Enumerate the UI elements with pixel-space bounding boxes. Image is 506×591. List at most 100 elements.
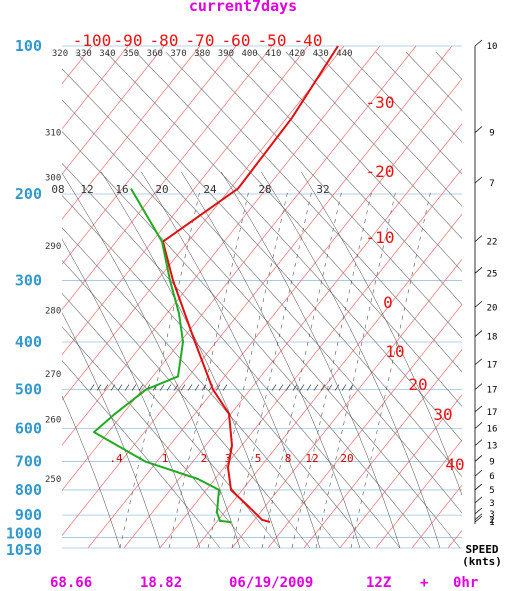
hatch-mark <box>278 384 284 391</box>
temperature-label: 30 <box>433 405 452 424</box>
dry-adiabat-line <box>62 227 341 548</box>
hatch-mark <box>285 384 291 391</box>
temperature-label: -50 <box>258 31 287 50</box>
theta-label: 340 <box>99 49 115 59</box>
hatch-marks <box>89 384 354 391</box>
theta-label: 350 <box>123 49 139 59</box>
dry-adiabat-line <box>345 51 462 175</box>
pressure-label: 300 <box>15 272 42 290</box>
dry-adiabat-line <box>225 51 462 306</box>
wind-speed-value: 17 <box>487 408 498 418</box>
mixing-ratio-line <box>315 189 397 548</box>
wind-speed-value: 3 <box>489 510 494 520</box>
theta-label: 270 <box>45 370 61 380</box>
theta-left-labels: 310 300 290 280 270 260 250 <box>45 129 61 485</box>
dry-adiabat-line <box>62 99 461 548</box>
moist-adiabat-line <box>141 171 321 548</box>
wind-speed-value: 6 <box>489 472 494 482</box>
mixing-ratio-line <box>231 189 313 548</box>
hatch-mark <box>173 384 179 391</box>
wind-barb-icon <box>474 126 483 133</box>
pressure-label: 1050 <box>6 541 42 559</box>
temperature-label: -100 <box>73 31 112 50</box>
hatch-mark <box>159 384 165 391</box>
theta-label: 430 <box>313 49 329 59</box>
isotherm-line <box>339 394 462 548</box>
wet-bulb-label: 12 <box>80 183 93 196</box>
theta-label: 360 <box>147 49 163 59</box>
hatch-mark <box>313 384 319 391</box>
sounding-series <box>93 45 339 524</box>
mixing-ratio-label: 20 <box>340 452 353 465</box>
isotherm-line <box>62 46 237 265</box>
wind-speed-value: 22 <box>487 238 498 248</box>
mixing-ratio-label: 3 <box>225 452 232 465</box>
wind-barb-icon <box>474 515 483 523</box>
isotherm-line <box>267 303 462 548</box>
wind-speed-value: 2 <box>489 516 494 526</box>
hatch-mark <box>334 384 340 391</box>
theta-label: 280 <box>45 306 61 316</box>
temperature-label: 0 <box>383 293 393 312</box>
wind-barb-icon <box>474 330 483 337</box>
wind-speed-value: 18 <box>487 333 498 343</box>
dry-adiabat-line <box>62 162 401 548</box>
wind-speed-label-1: SPEED <box>465 543 498 556</box>
temperature-label: 40 <box>445 455 464 474</box>
hatch-mark <box>131 384 137 391</box>
theta-label: 290 <box>45 242 61 252</box>
dry-adiabat-line <box>315 51 462 207</box>
footer-time: 12Z <box>366 575 391 591</box>
hatch-mark <box>138 384 144 391</box>
temperature-label: -90 <box>114 31 143 50</box>
chart-title: current7days <box>189 0 297 15</box>
temperature-label: -10 <box>366 228 395 247</box>
temperature-label: -30 <box>366 93 395 112</box>
mixing-ratio-labels: .4 1 2 3 5 8 12 20 <box>109 452 353 465</box>
isotherm-line <box>0 46 56 548</box>
theta-label: 320 <box>52 49 68 59</box>
moist-adiabat-line <box>261 171 441 548</box>
mixing-ratio-label: 1 <box>162 452 169 465</box>
hatch-mark <box>124 384 130 391</box>
temperature-label: -20 <box>366 162 395 181</box>
wind-speed-value: 7 <box>489 179 494 189</box>
theta-label: 440 <box>336 49 352 59</box>
moist-adiabat-lines <box>62 171 462 548</box>
hatch-mark <box>348 384 354 391</box>
wind-barb-icon <box>474 469 483 477</box>
pressure-label: 600 <box>15 420 42 438</box>
footer: 68.66 18.82 06/19/2009 12Z + 0hr <box>50 575 478 591</box>
pressure-label: 400 <box>15 333 42 351</box>
wind-barb-icon <box>474 422 483 429</box>
isotherm-line <box>62 46 345 401</box>
footer-plus: + <box>420 575 428 591</box>
wind-barb-icon <box>474 483 483 491</box>
temperature-label: 10 <box>385 342 404 361</box>
dry-adiabat-line <box>62 360 221 548</box>
isotherm-line <box>62 46 309 356</box>
mixing-ratio-line <box>168 189 250 548</box>
hatch-mark <box>341 384 347 391</box>
mixing-ratio-label: .4 <box>109 452 123 465</box>
dry-adiabat-line <box>375 51 462 143</box>
footer-value-1: 68.66 <box>50 575 92 591</box>
isotherm-line <box>159 168 462 548</box>
wind-speed-label-2: (knts) <box>462 555 502 568</box>
dry-adiabat-line <box>62 292 281 548</box>
pressure-label: 200 <box>15 185 42 203</box>
hatch-mark <box>292 384 298 391</box>
dry-adiabat-line <box>466 52 506 548</box>
moist-adiabat-line <box>101 171 281 548</box>
dry-adiabat-line <box>62 259 311 548</box>
pressure-label: 700 <box>15 452 42 470</box>
temperature-label: -60 <box>222 31 251 50</box>
theta-label: 300 <box>45 173 61 183</box>
wind-barb-icon <box>474 267 483 274</box>
dewpoint-profile-line <box>93 188 232 524</box>
wind-speed-value: 13 <box>487 442 498 452</box>
wind-barb-icon <box>474 176 483 184</box>
theta-label: 410 <box>265 49 281 59</box>
pressure-label: 900 <box>15 506 42 524</box>
